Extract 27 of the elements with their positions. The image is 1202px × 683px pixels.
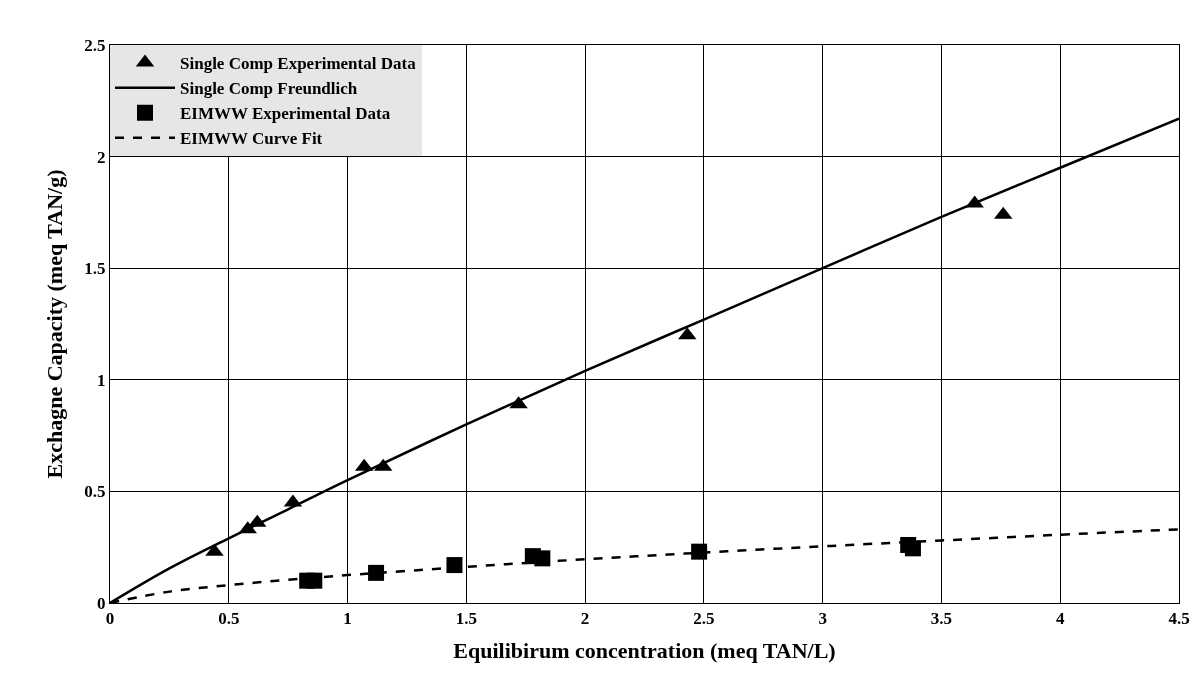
legend-label: EIMWW Experimental Data	[180, 104, 391, 124]
y-tick-label: 0	[97, 593, 106, 613]
x-tick-label: 1	[343, 609, 352, 629]
x-tick-label: 4.5	[1168, 609, 1190, 629]
legend-label: Single Comp Freundlich	[180, 79, 358, 99]
point	[446, 557, 463, 574]
y-tick-label: 2	[97, 147, 106, 167]
x-tick-label: 3	[818, 609, 827, 629]
y-tick-label: 0.5	[84, 482, 106, 502]
point	[306, 572, 323, 589]
x-tick-label: 2	[580, 609, 590, 629]
y-tick-label: 1	[97, 370, 106, 390]
x-tick-label: 1.5	[455, 609, 477, 629]
x-tick-label: 2.5	[693, 609, 715, 629]
point	[368, 564, 385, 581]
x-tick-label: 0.5	[218, 609, 240, 629]
point	[691, 543, 708, 560]
legend-label: Single Comp Experimental Data	[180, 54, 417, 74]
x-tick-label: 3.5	[930, 609, 953, 629]
y-tick-label: 2.5	[84, 35, 106, 55]
legend-label: EIMWW Curve Fit	[180, 129, 323, 149]
y-axis-title: Exchagne Capacity (meq TAN/g)	[42, 169, 68, 479]
point	[904, 540, 921, 557]
y-tick-label: 1.5	[84, 259, 106, 279]
x-axis-title: Equilibirum concentration (meq TAN/L)	[453, 638, 836, 664]
point	[534, 550, 551, 567]
x-tick-label: 4	[1055, 609, 1065, 629]
